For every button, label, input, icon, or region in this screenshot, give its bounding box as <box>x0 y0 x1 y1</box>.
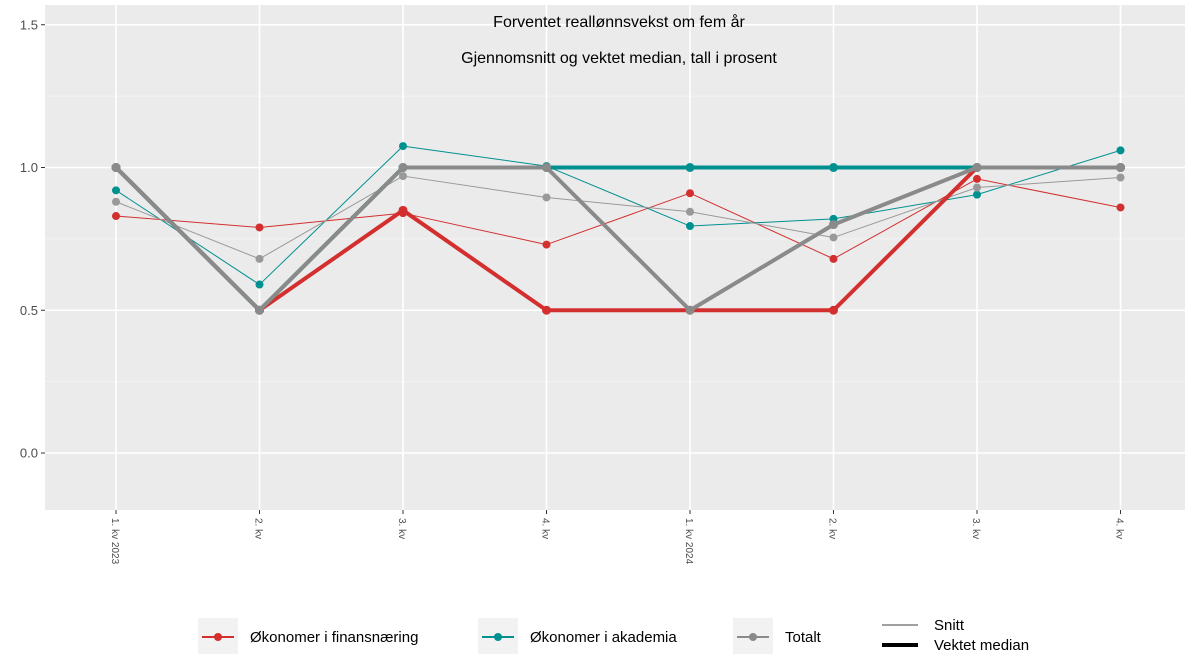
legend-label: Totalt <box>785 629 822 646</box>
series-snitt-totalt <box>112 172 1125 263</box>
data-point <box>685 305 695 315</box>
data-point <box>973 190 981 199</box>
legend-item: Totalt <box>733 618 822 654</box>
data-point <box>112 197 120 206</box>
series-median-totalt <box>111 163 1125 315</box>
y-axis: 0.0 0.5 1.0 1.5 <box>20 17 45 461</box>
data-point <box>1116 163 1125 172</box>
data-point <box>685 163 695 172</box>
legend-label: Økonomer i finansnæring <box>250 629 418 646</box>
legend-item: Økonomer i akademia <box>478 618 677 654</box>
data-point <box>829 254 838 263</box>
data-point <box>973 183 981 192</box>
x-tick-label: 4. kv <box>1114 518 1125 539</box>
chart-title: Forventet reallønnsvekst om fem år <box>493 13 745 31</box>
grid-minor <box>45 95 1185 383</box>
data-point <box>1116 146 1125 155</box>
data-point <box>542 163 551 172</box>
data-point <box>542 193 551 202</box>
data-point <box>255 305 264 315</box>
legend: Økonomer i finansnæring Økonomer i akadem… <box>198 617 1029 654</box>
data-point <box>829 163 838 172</box>
data-point <box>112 212 120 221</box>
data-point <box>398 205 408 215</box>
legend-linetype: Snitt Vektet median <box>882 617 1029 654</box>
data-point <box>829 305 838 315</box>
data-point <box>542 305 551 315</box>
legend-linetype-label: Vektet median <box>934 637 1029 654</box>
x-tick-label: 2. kv <box>827 518 838 539</box>
data-point <box>972 163 982 172</box>
data-point <box>255 223 264 232</box>
legend-key-point <box>214 633 222 641</box>
y-tick-label: 0.5 <box>20 303 38 318</box>
data-point <box>398 163 408 172</box>
series-line <box>114 165 1123 313</box>
legend-label: Økonomer i akademia <box>530 629 677 646</box>
legend-key-point <box>749 633 757 641</box>
data-point <box>1116 203 1125 212</box>
x-tick-label: 2. kv <box>253 518 264 539</box>
y-tick-label: 0.0 <box>20 446 38 461</box>
series-layer <box>111 142 1125 315</box>
chart-subtitle: Gjennomsnitt og vektet median, tall i pr… <box>461 50 777 67</box>
legend-linetype-label: Snitt <box>934 617 965 634</box>
x-tick-label: 1. kv 2024 <box>683 518 694 565</box>
x-tick-label: 3. kv <box>396 518 407 539</box>
data-point <box>542 240 551 249</box>
data-point <box>399 142 407 151</box>
series-line <box>115 145 1121 286</box>
data-point <box>973 174 981 183</box>
x-tick-label: 4. kv <box>540 518 551 539</box>
y-tick-label: 1.5 <box>20 17 38 32</box>
data-point <box>829 233 838 242</box>
data-point <box>686 189 694 198</box>
data-point <box>399 172 407 181</box>
x-tick-label: 3. kv <box>970 518 981 539</box>
data-point <box>1116 173 1125 182</box>
data-point <box>111 163 121 172</box>
legend-item: Økonomer i finansnæring <box>198 618 418 654</box>
data-point <box>112 186 120 195</box>
data-point <box>255 280 264 289</box>
data-point <box>686 222 694 231</box>
data-point <box>255 254 264 263</box>
plot-panel <box>45 5 1185 510</box>
data-point <box>829 220 838 230</box>
legend-key-point <box>494 633 502 641</box>
series-line <box>115 175 1121 260</box>
series-line <box>114 165 1123 313</box>
x-tick-label: 1. kv 2023 <box>109 518 120 565</box>
x-axis: 1. kv 2023 2. kv 3. kv 4. kv 1. kv 2024 2. kv… <box>109 510 1125 565</box>
data-point <box>686 207 694 216</box>
y-tick-label: 1.0 <box>20 160 38 175</box>
